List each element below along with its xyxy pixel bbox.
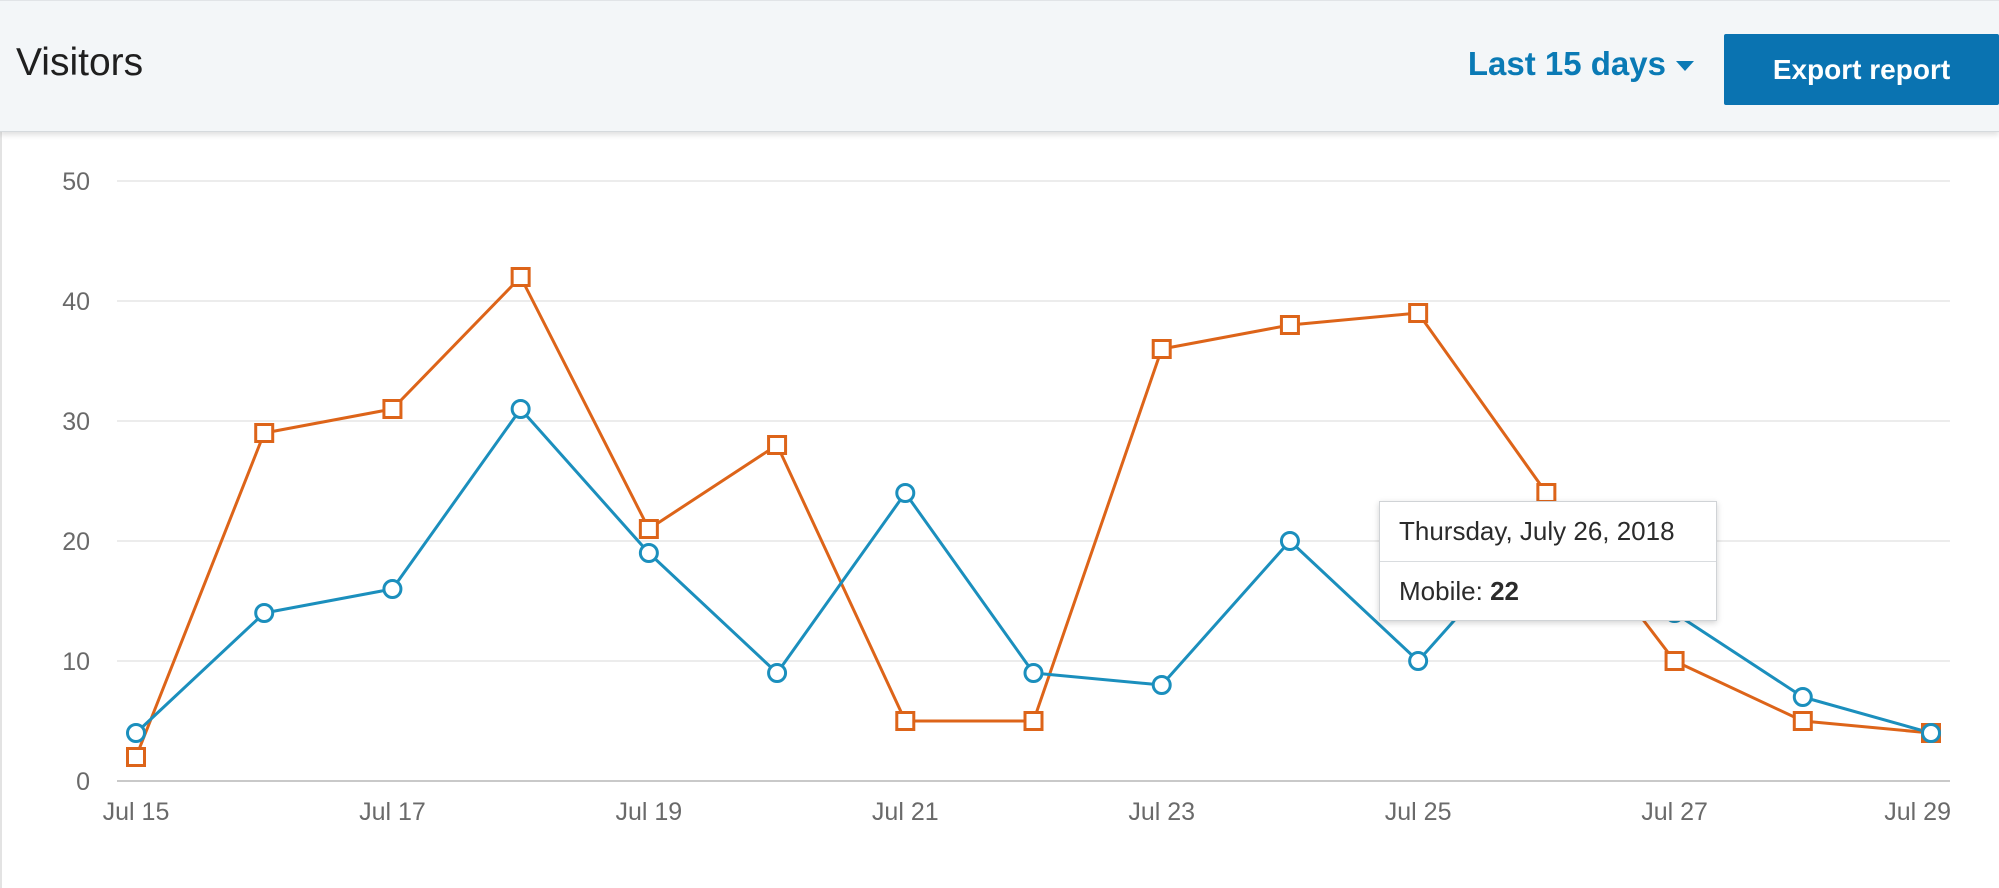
data-point-circle [638, 543, 659, 563]
data-point-circle [382, 579, 403, 599]
y-tick-label: 40 [62, 288, 90, 316]
x-tick-label: Jul 19 [615, 798, 682, 826]
data-point-circle [895, 483, 916, 503]
x-tick-label: Jul 21 [872, 798, 939, 826]
data-point-circle [254, 603, 275, 623]
data-point-square [254, 423, 275, 443]
data-point-square [895, 711, 916, 731]
tooltip-value: 22 [1490, 576, 1519, 606]
y-tick-label: 50 [62, 168, 90, 196]
x-tick-label: Jul 15 [103, 798, 170, 826]
data-point-circle [1023, 663, 1044, 683]
chart-tooltip: Thursday, July 26, 2018 Mobile: 22 [1379, 501, 1717, 621]
y-tick-label: 20 [62, 528, 90, 556]
data-point-square [126, 747, 146, 767]
data-point-square [1792, 711, 1813, 731]
data-point-circle [1792, 687, 1813, 707]
data-point-square [638, 519, 659, 539]
x-tick-label: Jul 23 [1128, 798, 1195, 826]
data-point-square [1408, 303, 1429, 323]
data-point-circle [1408, 651, 1429, 671]
tooltip-row: Mobile: 22 [1380, 562, 1716, 621]
data-point-circle [510, 399, 531, 419]
data-point-square [1664, 651, 1685, 671]
x-tick-label: Jul 27 [1641, 798, 1708, 826]
visitors-header: Visitors Last 15 days Export report [0, 0, 1999, 132]
data-point-square [1536, 483, 1557, 503]
data-point-square [1023, 711, 1044, 731]
tooltip-date: Thursday, July 26, 2018 [1380, 502, 1716, 562]
y-tick-label: 30 [62, 408, 90, 436]
y-tick-label: 10 [62, 648, 90, 676]
export-report-button[interactable]: Export report [1724, 34, 1999, 105]
x-tick-label: Jul 29 [1884, 798, 1951, 826]
data-point-square [382, 399, 403, 419]
page-title: Visitors [16, 41, 144, 84]
data-point-square [767, 435, 788, 455]
data-point-circle [767, 663, 788, 683]
data-point-square [1279, 315, 1300, 335]
caret-down-icon[interactable] [1676, 61, 1694, 71]
data-point-circle [1279, 531, 1300, 551]
data-point-circle [1921, 723, 1941, 743]
data-point-square [510, 267, 531, 287]
x-tick-label: Jul 17 [359, 798, 426, 826]
data-point-circle [1151, 675, 1172, 695]
tooltip-series-label: Mobile: [1399, 576, 1483, 606]
data-point-circle [126, 723, 146, 743]
date-range-label[interactable]: Last 15 days [1467, 45, 1666, 82]
visitors-chart: 0 10 20 30 40 50 Jul 15 Jul 17 Jul 19 Jul 21 Jul 2… [0, 130, 1999, 888]
x-tick-label: Jul 25 [1385, 798, 1452, 826]
y-tick-label: 0 [76, 768, 90, 796]
date-range-dropdown[interactable]: Last 15 days [1468, 45, 1694, 83]
data-point-square [1151, 339, 1172, 359]
